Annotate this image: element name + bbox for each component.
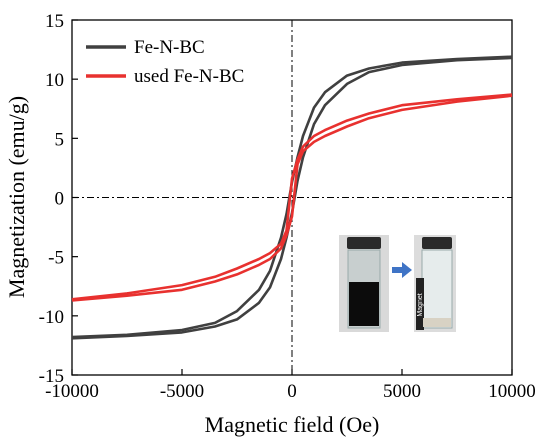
x-tick-label: -10000 <box>45 381 99 402</box>
legend: Fe-N-BC used Fe-N-BC <box>86 37 244 87</box>
y-tick-label: 15 <box>45 11 64 32</box>
y-axis-title: Magnetization (emu/g) <box>4 96 29 298</box>
x-tick-label: 5000 <box>383 381 421 402</box>
vial-after-photo: Magnet <box>414 235 456 332</box>
y-tick-label: -15 <box>39 366 64 387</box>
series-layer <box>71 55 513 340</box>
series-line-used-fe-n-bc-lower-branch <box>71 94 513 302</box>
legend-label-fe-n-bc: Fe-N-BC <box>134 37 205 58</box>
x-axis-title: Magnetic field (Oe) <box>205 412 380 437</box>
x-tick-label: 0 <box>287 381 297 402</box>
x-tick-label: -5000 <box>160 381 204 402</box>
x-tick-label: 10000 <box>488 381 536 402</box>
vial-before-photo <box>339 235 389 332</box>
legend-label-used-fe-n-bc: used Fe-N-BC <box>134 66 244 87</box>
y-tick-label: -10 <box>39 307 64 328</box>
y-tick-label: -5 <box>48 248 64 269</box>
y-tick-label: 0 <box>55 189 65 210</box>
arrow-icon <box>392 262 412 278</box>
inset-photos: Magnet <box>339 235 456 332</box>
series-line-used-fe-n-bc-upper-branch <box>71 93 513 301</box>
y-tick-label: 5 <box>55 129 65 150</box>
series-used-fe-n-bc <box>71 93 513 302</box>
magnet-label: Magnet <box>417 293 424 316</box>
y-tick-label: 10 <box>45 70 64 91</box>
tick-layer: -10000 -5000 0 5000 10000 -15 -10 -5 0 5 10 15 <box>39 11 536 402</box>
